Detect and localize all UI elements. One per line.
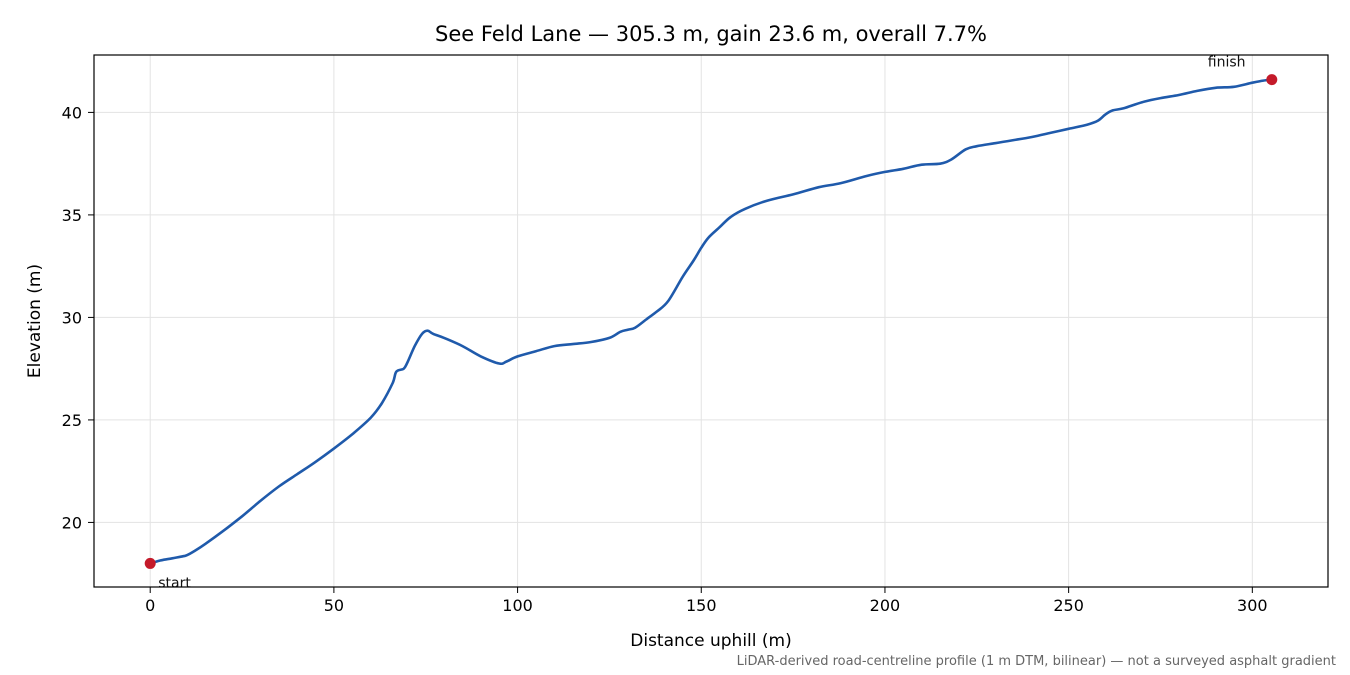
y-tick-label: 25 <box>62 411 82 430</box>
x-tick-label: 300 <box>1237 596 1268 615</box>
start-marker <box>144 557 156 569</box>
x-tick-label: 0 <box>145 596 155 615</box>
x-tick-label: 50 <box>324 596 344 615</box>
x-tick-label: 150 <box>686 596 717 615</box>
y-axis: 20 25 30 35 40 <box>62 103 94 532</box>
x-tick-label: 250 <box>1053 596 1084 615</box>
finish-marker <box>1266 74 1278 86</box>
y-tick-label: 30 <box>62 308 82 327</box>
grid-lines <box>94 55 1328 587</box>
y-tick-label: 40 <box>62 103 82 122</box>
y-axis-label: Elevation (m) <box>25 264 45 378</box>
y-tick-label: 35 <box>62 206 82 225</box>
plot-frame <box>93 54 1329 588</box>
x-tick-label: 100 <box>502 596 533 615</box>
start-label: start <box>158 575 191 591</box>
footnote: LiDAR-derived road-centreline profile (1… <box>737 654 1336 669</box>
elevation-line <box>148 78 1274 565</box>
chart-title: See Feld Lane — 305.3 m, gain 23.6 m, ov… <box>435 22 987 46</box>
finish-label: finish <box>1208 55 1246 71</box>
series-layer <box>148 78 1274 565</box>
x-axis-label: Distance uphill (m) <box>630 631 791 651</box>
y-tick-label: 20 <box>62 513 82 532</box>
x-axis: 0 50 100 150 200 250 300 <box>145 587 1268 615</box>
x-tick-label: 200 <box>870 596 901 615</box>
